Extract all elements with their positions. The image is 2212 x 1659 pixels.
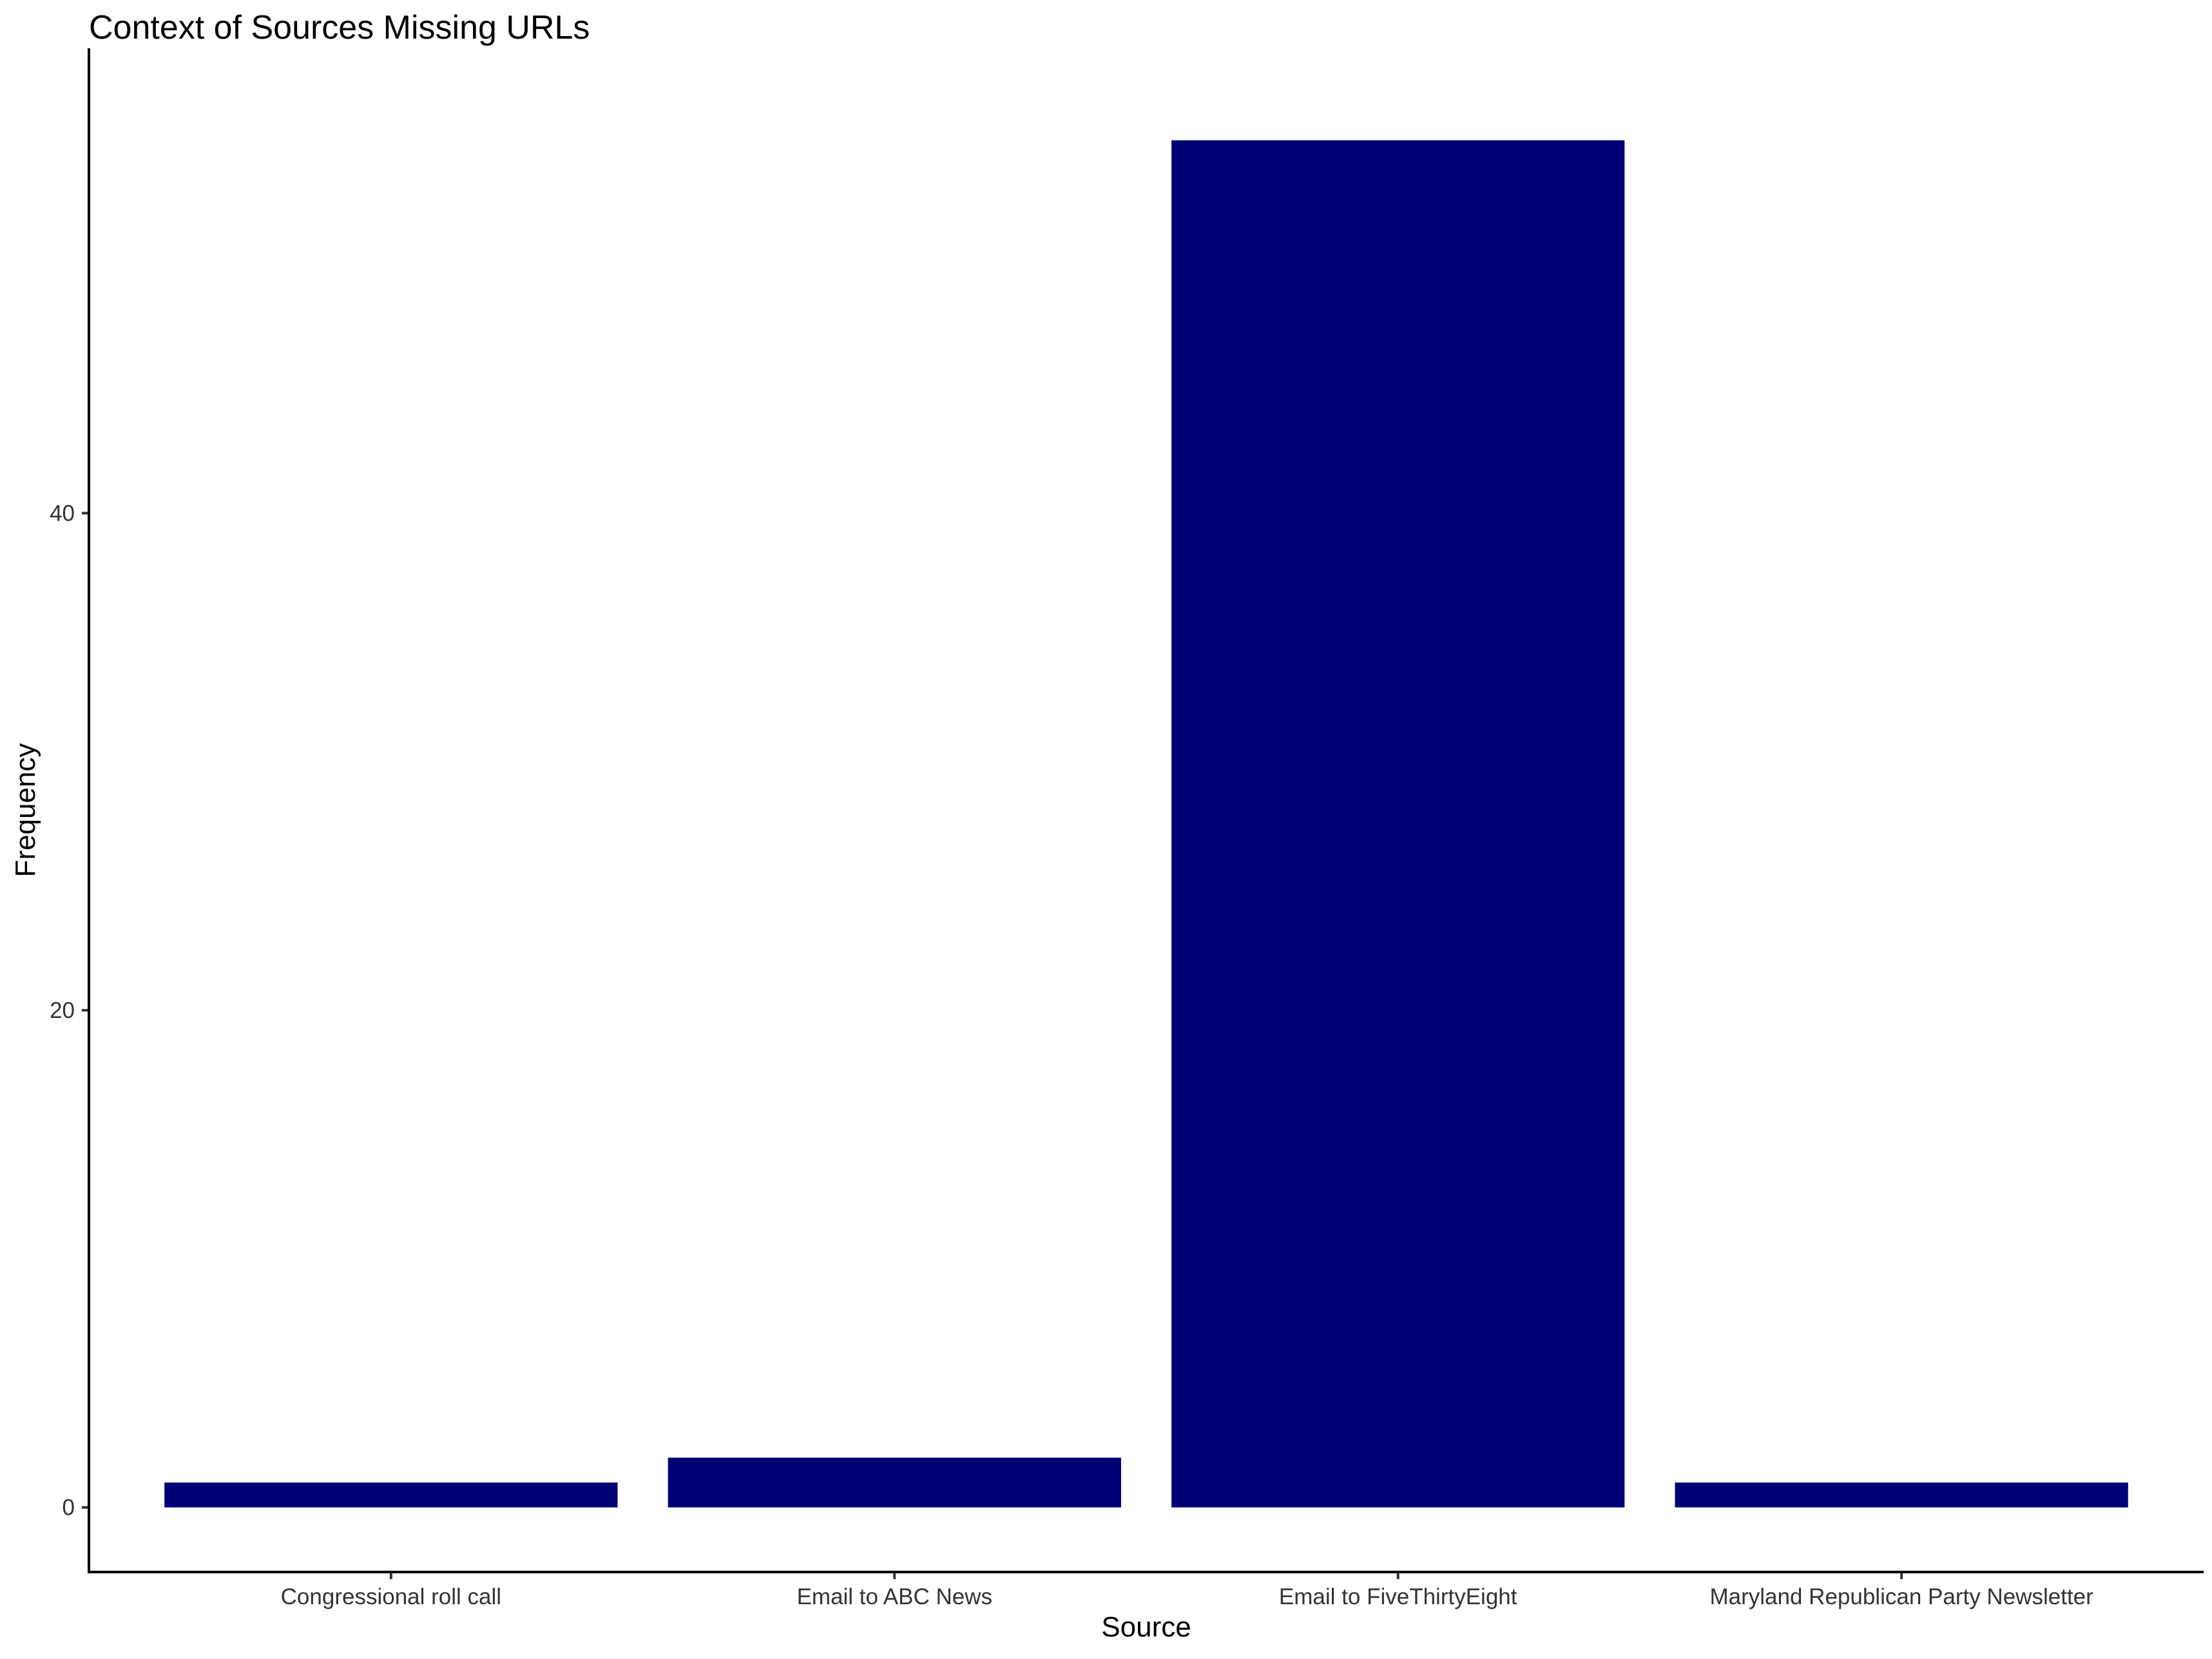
x-tick-label: Email to FiveThirtyEight — [1279, 1584, 1517, 1609]
y-tick-label: 0 — [63, 1495, 75, 1520]
x-tick-label: Congressional roll call — [281, 1584, 501, 1609]
y-tick-label: 20 — [50, 998, 75, 1023]
bars-group — [164, 140, 2128, 1508]
x-axis-ticks: Congressional roll call Email to ABC News… — [281, 1572, 2093, 1609]
y-tick-label: 40 — [50, 501, 75, 526]
chart-title: Context of Sources Missing URLs — [89, 9, 590, 46]
x-axis-title: Source — [1101, 1611, 1191, 1643]
x-tick-label: Maryland Republican Party Newsletter — [1710, 1584, 2094, 1609]
y-axis-title: Frequency — [10, 743, 41, 877]
bar — [668, 1457, 1121, 1508]
bar — [1171, 140, 1625, 1508]
y-axis-ticks: 0 20 40 — [50, 501, 89, 1520]
bar — [1675, 1482, 2128, 1508]
x-tick-label: Email to ABC News — [797, 1584, 992, 1609]
bar — [164, 1482, 618, 1508]
